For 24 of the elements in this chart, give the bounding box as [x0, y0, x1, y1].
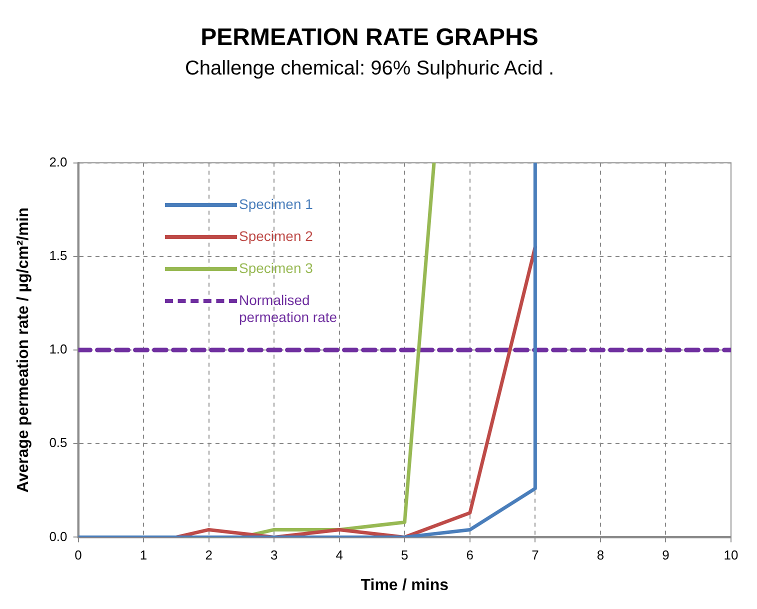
y-tick-label: 2.0 [49, 154, 68, 170]
text: Specimen 2 [239, 228, 314, 245]
x-tick-label: 4 [336, 548, 343, 563]
x-axis-title: Time / mins [360, 576, 449, 594]
ref-line-label: Normalised permeation rate [239, 292, 338, 326]
x-tick-label: 2 [205, 548, 212, 563]
text: Specimen 1 [239, 196, 314, 213]
y-tick-label: 1.5 [49, 248, 68, 263]
y-tick-label: 0.0 [49, 528, 68, 544]
chart-title: PERMEATION RATE GRAPHS [200, 24, 538, 52]
y-tick-label: 1.0 [49, 342, 68, 357]
chart-subtitle: Challenge chemical: 96% Sulphuric Acid . [184, 57, 554, 80]
x-tick-label: 6 [466, 548, 474, 563]
x-tick-label: 10 [724, 548, 738, 563]
text: Specimen 3 [239, 260, 314, 277]
x-tick-label: 0 [74, 548, 82, 563]
x-tick-label: 9 [662, 548, 670, 563]
x-tick-label: 7 [532, 548, 539, 563]
x-tick-label: 3 [270, 548, 278, 563]
y-tick-label: 0.5 [49, 435, 68, 450]
y-axis-title: Average permeation rate / µg/cm²/min [15, 207, 32, 493]
x-tick-label: 8 [596, 548, 604, 563]
x-tick-label: 1 [140, 548, 148, 563]
x-tick-label: 5 [401, 548, 408, 563]
